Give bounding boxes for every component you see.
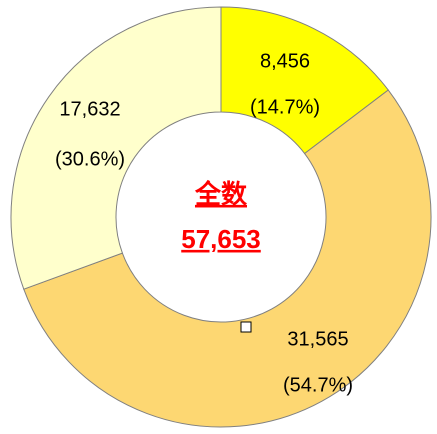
- slice: [23, 89, 432, 428]
- slice: [220, 6, 389, 155]
- center-title: 全数: [194, 179, 248, 209]
- center-total: 57,653: [181, 224, 261, 254]
- value-label: 31,565: [287, 328, 348, 350]
- value-label: 17,632: [59, 98, 120, 120]
- slice: [10, 6, 222, 290]
- marker: [240, 321, 252, 333]
- percent-label: (30.6%): [55, 148, 125, 170]
- percent-label: (14.7%): [250, 96, 320, 118]
- percent-label: (54.7%): [283, 374, 353, 396]
- labels: 8,456 (14.7%) 31,565 (54.7%) 17,632 (30.6%): [55, 50, 353, 396]
- value-label: 8,456: [260, 50, 310, 72]
- slices: [10, 6, 432, 428]
